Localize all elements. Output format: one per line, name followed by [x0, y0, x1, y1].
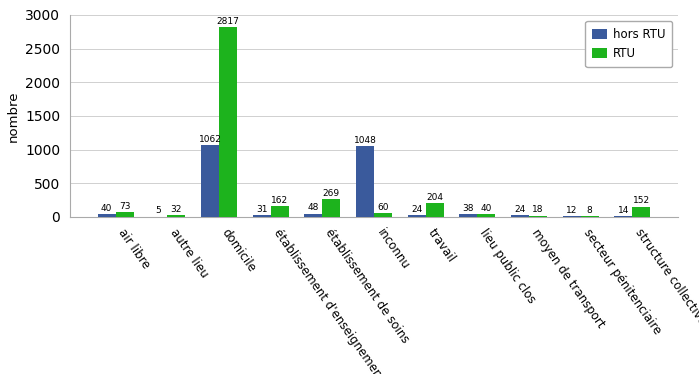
Bar [356, 146, 374, 217]
Bar [614, 216, 633, 217]
Legend: hors RTU, RTU: hors RTU, RTU [585, 21, 672, 67]
Text: 8: 8 [586, 206, 593, 215]
Text: 152: 152 [633, 196, 650, 205]
Text: 5: 5 [155, 206, 161, 215]
Bar [167, 215, 185, 217]
Bar [252, 215, 271, 217]
Bar [633, 207, 650, 217]
Text: 40: 40 [481, 204, 492, 213]
Bar [459, 214, 477, 217]
Y-axis label: nombre: nombre [6, 90, 20, 142]
Bar [426, 203, 444, 217]
Text: 48: 48 [308, 203, 319, 212]
Bar [201, 145, 219, 217]
Bar [477, 214, 496, 217]
Bar [511, 215, 529, 217]
Text: 12: 12 [566, 206, 577, 215]
Text: 32: 32 [171, 205, 182, 214]
Text: 204: 204 [426, 193, 443, 202]
Text: 60: 60 [377, 203, 389, 212]
Text: 2817: 2817 [217, 17, 240, 26]
Bar [98, 214, 115, 217]
Text: 18: 18 [532, 205, 544, 215]
Text: 162: 162 [271, 196, 288, 205]
Text: 31: 31 [256, 205, 267, 214]
Bar [563, 216, 581, 217]
Bar [529, 216, 547, 217]
Text: 73: 73 [119, 202, 131, 211]
Bar [219, 27, 237, 217]
Bar [408, 215, 426, 217]
Text: 38: 38 [463, 204, 474, 213]
Text: 24: 24 [514, 205, 526, 214]
Text: 1062: 1062 [199, 135, 222, 144]
Text: 1048: 1048 [354, 136, 376, 145]
Text: 269: 269 [323, 188, 340, 197]
Text: 14: 14 [618, 206, 629, 215]
Bar [271, 206, 289, 217]
Bar [322, 199, 340, 217]
Bar [374, 213, 392, 217]
Text: 24: 24 [411, 205, 422, 214]
Text: 40: 40 [101, 204, 113, 213]
Bar [304, 214, 322, 217]
Bar [115, 212, 134, 217]
